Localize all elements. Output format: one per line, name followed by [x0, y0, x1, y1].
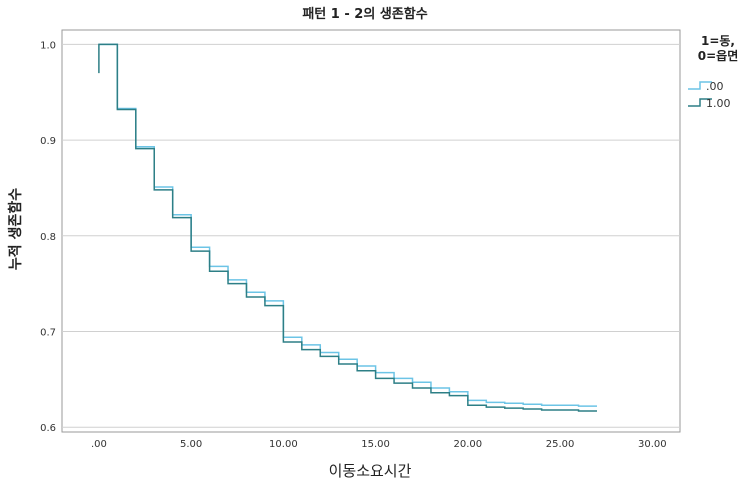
x-tick-label: 30.00: [638, 439, 667, 450]
x-tick-label: 25.00: [546, 439, 575, 450]
legend-label: .00: [706, 80, 724, 93]
y-tick-label: 0.9: [40, 136, 56, 147]
plot-frame: [61, 29, 681, 433]
y-tick-label: 0.7: [40, 328, 56, 339]
y-tick-label: 0.6: [40, 423, 56, 434]
series-line-1: [98, 43, 597, 412]
x-tick-label: 5.00: [180, 439, 202, 450]
legend-swatch: [688, 98, 712, 107]
series-line-0: [98, 43, 597, 407]
x-tick-label: 15.00: [361, 439, 390, 450]
chart-title: 패턴 1 - 2의 생존함수: [302, 6, 427, 22]
legend: 1=동,0=읍면 .00 1.00: [688, 34, 738, 110]
x-axis-label: 이동소요시간: [329, 462, 412, 480]
legend-title-line: 0=읍면: [698, 48, 739, 63]
legend-label: 1.00: [706, 97, 731, 110]
y-tick-label: 1.0: [40, 40, 56, 51]
x-tick-label: .00: [91, 439, 107, 450]
x-tick-label: 10.00: [269, 439, 298, 450]
legend-swatch: [688, 81, 712, 90]
y-axis-label: 누적 생존함수: [7, 188, 24, 270]
y-tick-label: 0.8: [40, 232, 56, 243]
legend-title-line: 1=동,: [701, 34, 735, 48]
x-tick-label: 20.00: [454, 439, 483, 450]
plot-area: 0.6 0.7 0.8 0.9 1.0 .00 5.00 10.00 15.00 20.00 25.…: [40, 29, 681, 450]
